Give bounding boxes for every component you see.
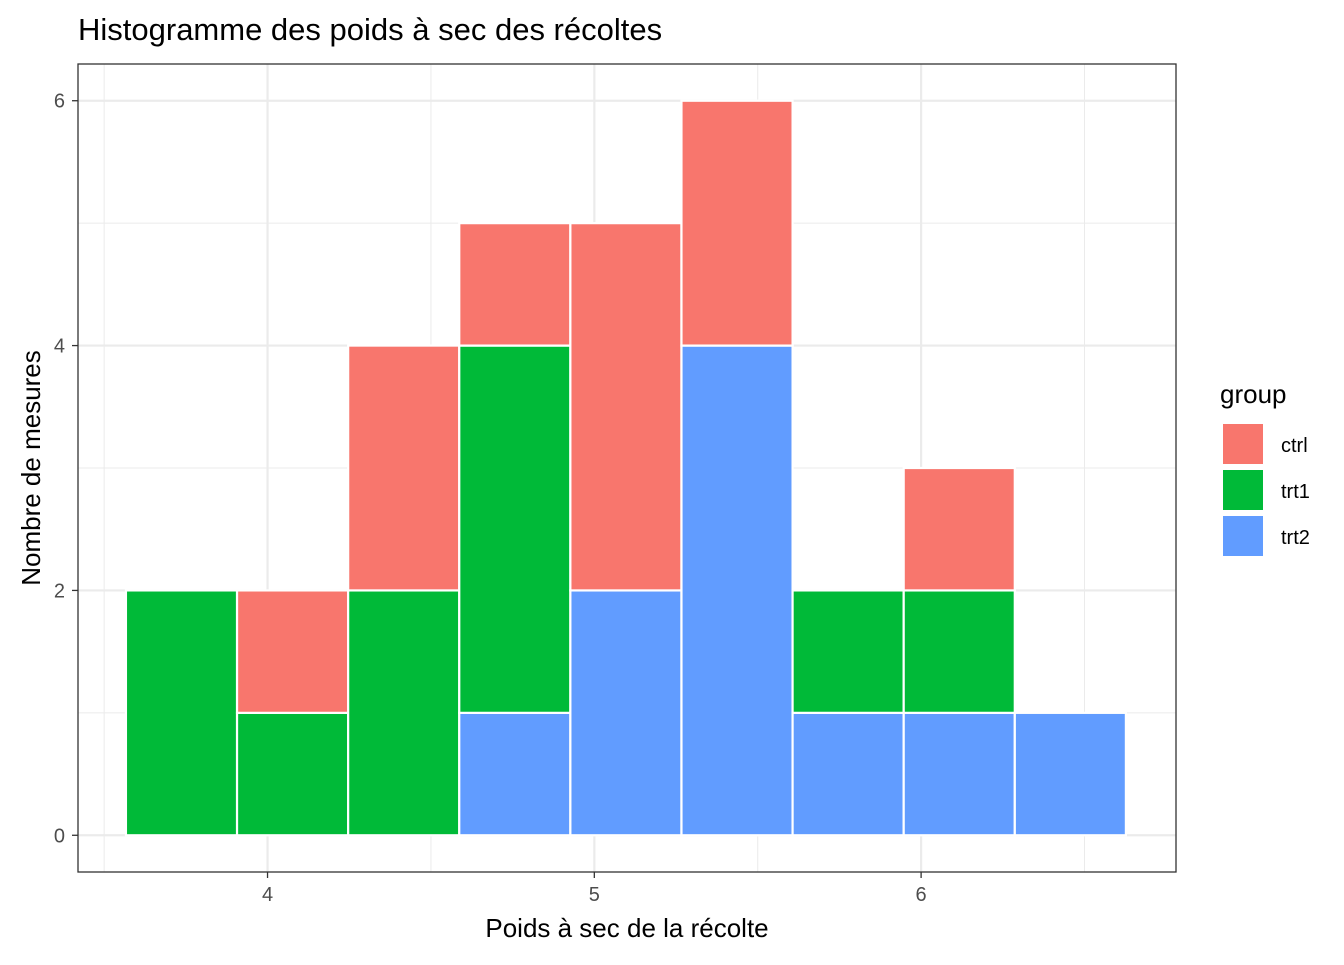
bar-ctrl-bin-7: ctrl: 1: [902, 466, 1016, 592]
bar-trt1-bin-6: trt1: 1: [791, 589, 905, 714]
legend-label-ctrl: ctrl: [1281, 435, 1308, 457]
bar-trt2-bin-4: trt2: 2: [569, 589, 683, 837]
bar-trt1-bin-3: trt1: 3: [458, 344, 572, 714]
legend: ctrl trt1 trt2: [1223, 424, 1310, 556]
legend-label-trt2: trt2: [1281, 527, 1310, 549]
legend-key-trt1: [1223, 470, 1263, 510]
bar-ctrl-bin-4: ctrl: 3: [569, 222, 683, 592]
chart-title: Histogramme des poids à sec des récoltes: [78, 12, 662, 47]
x-tick-label-2: 6: [916, 884, 927, 906]
bar-ctrl-bin-1: ctrl: 1: [235, 589, 350, 714]
bar-trt2-bin-6: trt2: 1: [791, 711, 905, 837]
legend-title: group: [1220, 379, 1287, 409]
axis-ticks: 4 5 6 0 2 4 6: [54, 91, 927, 906]
bar-trt2-bin-3: trt2: 1: [458, 711, 572, 837]
y-tick-label-2: 4: [54, 336, 65, 358]
bar-trt1-bin-2: trt1: 2: [347, 589, 461, 837]
bar-trt2-bin-8: trt2: 1: [1013, 711, 1128, 837]
y-axis-label: Nombre de mesures: [16, 350, 46, 586]
x-tick-label-1: 5: [589, 884, 600, 906]
legend-key-ctrl: [1223, 424, 1263, 464]
bar-trt2-bin-7: trt2: 1: [902, 711, 1016, 837]
bar-ctrl-bin-3: ctrl: 1: [458, 222, 572, 347]
y-tick-label-3: 6: [54, 91, 65, 113]
bar-trt1-bin-7: trt1: 1: [902, 589, 1016, 714]
bar-ctrl-bin-2: ctrl: 2: [347, 344, 461, 592]
y-tick-label-1: 2: [54, 580, 65, 602]
histogram-bars: trt1: 2trt1: 1ctrl: 1trt1: 2ctrl: 2trt2:…: [124, 99, 1128, 837]
plot-border: [77, 63, 1177, 873]
bar-trt1-bin-1: trt1: 1: [235, 711, 350, 837]
legend-label-trt1: trt1: [1281, 481, 1310, 503]
y-tick-label-0: 0: [54, 825, 65, 847]
bar-ctrl-bin-5: ctrl: 2: [680, 99, 794, 347]
legend-key-trt2: [1223, 516, 1263, 556]
bar-trt2-bin-5: trt2: 4: [680, 344, 794, 837]
x-axis-label: Poids à sec de la récolte: [485, 913, 768, 943]
x-tick-label-0: 4: [262, 884, 273, 906]
bar-trt1-bin-0: trt1: 2: [124, 589, 239, 837]
